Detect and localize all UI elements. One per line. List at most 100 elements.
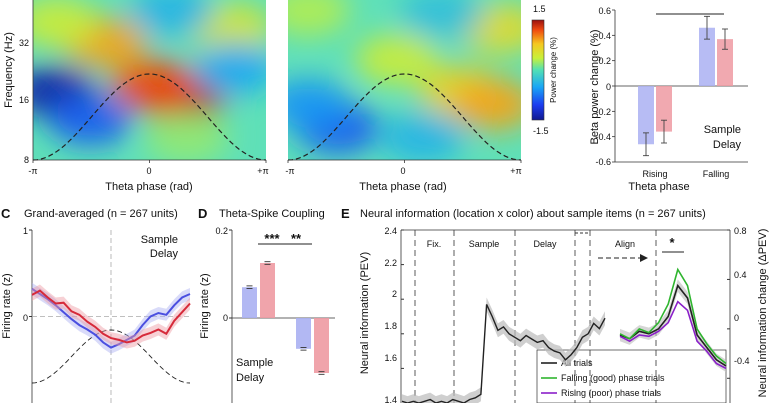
theta-cosine-curve-b — [287, 73, 522, 161]
panel-b-xlabel: Theta phase (rad) — [359, 181, 446, 193]
panel-b-heatmap: -π 0 +π Theta phase (rad) — [285, 0, 522, 193]
heatmap-cell — [192, 42, 266, 95]
colorbar-label: Power change (%) — [549, 37, 558, 103]
colorbar: 1.5 -1.5 Power change (%) — [531, 4, 558, 136]
panel-a-xtick-0: 0 — [146, 166, 151, 176]
panel-d-letter: D — [198, 206, 207, 221]
colorbar-max: 1.5 — [533, 4, 546, 14]
panel-a-ytick-16: 16 — [19, 95, 29, 105]
bar-ytick: 0.2 — [598, 56, 611, 66]
epoch-delay: Delay — [533, 239, 557, 249]
heatmap-cell — [144, 111, 229, 160]
bar-sample — [699, 27, 715, 86]
panel-c-title: Grand-averaged (n = 267 units) — [24, 208, 178, 220]
panel-e-ytick: 2.4 — [384, 226, 397, 236]
panel-d-ylabel: Firing rate (z) — [199, 273, 211, 338]
heatmap-cell — [129, 0, 214, 37]
epoch-fix: Fix. — [427, 239, 442, 249]
panel-d-ytick-02: 0.2 — [215, 226, 228, 236]
panel-c-firing-rate: C Grand-averaged (n = 267 units) Firing … — [1, 206, 191, 403]
heatmap-cell — [288, 0, 351, 37]
panel-d-stars-delay: *** — [264, 231, 280, 246]
legend-rising-trials: Rising (poor) phase trials — [561, 388, 662, 398]
panel-c-line-sample — [31, 287, 191, 349]
heatmap-cell — [48, 93, 133, 146]
panel-b-xtick-0: 0 — [400, 166, 405, 176]
legend-falling-trials: Falling (good) phase trials — [561, 373, 665, 383]
panel-a-xtick-neg-pi: -π — [28, 166, 37, 176]
bar-ytick: -0.6 — [595, 157, 611, 167]
heatmap-cell — [381, 111, 466, 160]
align-arrow-head — [640, 254, 648, 262]
panel-e-ytick-right: -0.4 — [734, 356, 750, 366]
panel-c-line-delay — [31, 289, 191, 344]
panel-e-ytick-right: 0.8 — [734, 226, 747, 236]
panel-a-xlabel: Theta phase (rad) — [105, 181, 192, 193]
bar-xlabel: Theta phase — [628, 181, 689, 193]
panel-d-legend-delay: Delay — [236, 372, 265, 384]
bar-legend-delay: Delay — [713, 139, 742, 151]
panel-d-stars-sample: ** — [291, 231, 302, 246]
panel-e-all-line — [401, 304, 606, 403]
legend-all-trials: All trials — [561, 358, 593, 368]
panel-e-significance-star: * — [669, 235, 675, 250]
heatmap-cell — [111, 59, 196, 112]
panel-c-band-sample — [32, 282, 190, 354]
panel-d-bar-sample — [242, 287, 257, 318]
panel-e-ytick: 2.2 — [384, 258, 397, 268]
panel-e-neural-information: E Neural information (location x color) … — [341, 206, 769, 403]
heatmap-cell — [355, 33, 440, 86]
panel-d-ytick-0: 0 — [223, 313, 228, 323]
panel-a-xtick-pi: +π — [257, 166, 268, 176]
panel-d-coupling: D Theta-Spike Coupling Firing rate (z) 0… — [198, 206, 335, 403]
panel-d-bar-delay — [314, 318, 329, 373]
panel-c-legend-delay: Delay — [150, 248, 179, 260]
panel-a-ytick-32: 32 — [19, 38, 29, 48]
panel-e-ylabel: Neural information (PEV) — [359, 252, 371, 374]
panel-e-line-aligned-all — [619, 283, 727, 367]
epoch-align: Align — [615, 239, 635, 249]
panel-e-line-rising — [619, 300, 727, 370]
bar-ytick: -0.2 — [595, 107, 611, 117]
panel-e-ytick: 1.8 — [384, 321, 397, 331]
bar-delay — [717, 39, 733, 86]
panel-c-ytick-0: 0 — [23, 313, 28, 323]
panel-c-ytick-1: 1 — [23, 226, 28, 236]
bar-ytick: 0.6 — [598, 6, 611, 16]
heatmap-cell — [451, 78, 521, 131]
panel-e-ytick: 2 — [392, 289, 397, 299]
bar-xtick-rising: Rising — [642, 169, 667, 179]
panel-e-title: Neural information (location x color) ab… — [360, 208, 706, 220]
bar-xtick-falling: Falling — [703, 169, 730, 179]
heatmap-cell — [288, 78, 351, 131]
panel-c-theta-curve — [31, 329, 191, 384]
bar-ytick: 0.4 — [598, 31, 611, 41]
beta-power-bar-chart: Beta power change (%) Theta phase 0.6 0.… — [589, 6, 748, 193]
panel-e-ylabel-right: Neural information change (ΔPEV) — [757, 229, 769, 398]
panel-e-ytick: 1.4 — [384, 395, 397, 403]
panel-d-legend-sample: Sample — [236, 357, 273, 369]
heatmap-cell — [399, 0, 484, 40]
bar-ylabel: Beta power change (%) — [589, 30, 601, 145]
panel-e-ytick: 1.6 — [384, 353, 397, 363]
bar-ytick: 0 — [606, 82, 611, 92]
heatmap-cell — [33, 0, 99, 49]
panel-b-xtick-pi: +π — [510, 166, 521, 176]
panel-a-heatmap: Frequency (Hz) 32 16 8 -π 0 +π Theta pha… — [3, 0, 269, 193]
colorbar-min: -1.5 — [533, 126, 549, 136]
panel-e-letter: E — [341, 206, 350, 221]
panel-e-ytick-right: 0 — [734, 313, 739, 323]
panel-a-ytick-8: 8 — [24, 155, 29, 165]
panel-a-ylabel: Frequency (Hz) — [3, 32, 15, 108]
theta-cosine-curve-a — [32, 73, 267, 161]
panel-e-ytick-right: 0.4 — [734, 270, 747, 280]
epoch-sample: Sample — [469, 239, 500, 249]
panel-d-bar-delay — [260, 263, 275, 318]
bar-delay — [656, 86, 672, 132]
panel-c-legend-sample: Sample — [141, 234, 178, 246]
bar-sample — [638, 86, 654, 145]
bar-ytick: -0.4 — [595, 132, 611, 142]
panel-c-letter: C — [1, 206, 11, 221]
panel-c-ylabel: Firing rate (z) — [1, 273, 13, 338]
